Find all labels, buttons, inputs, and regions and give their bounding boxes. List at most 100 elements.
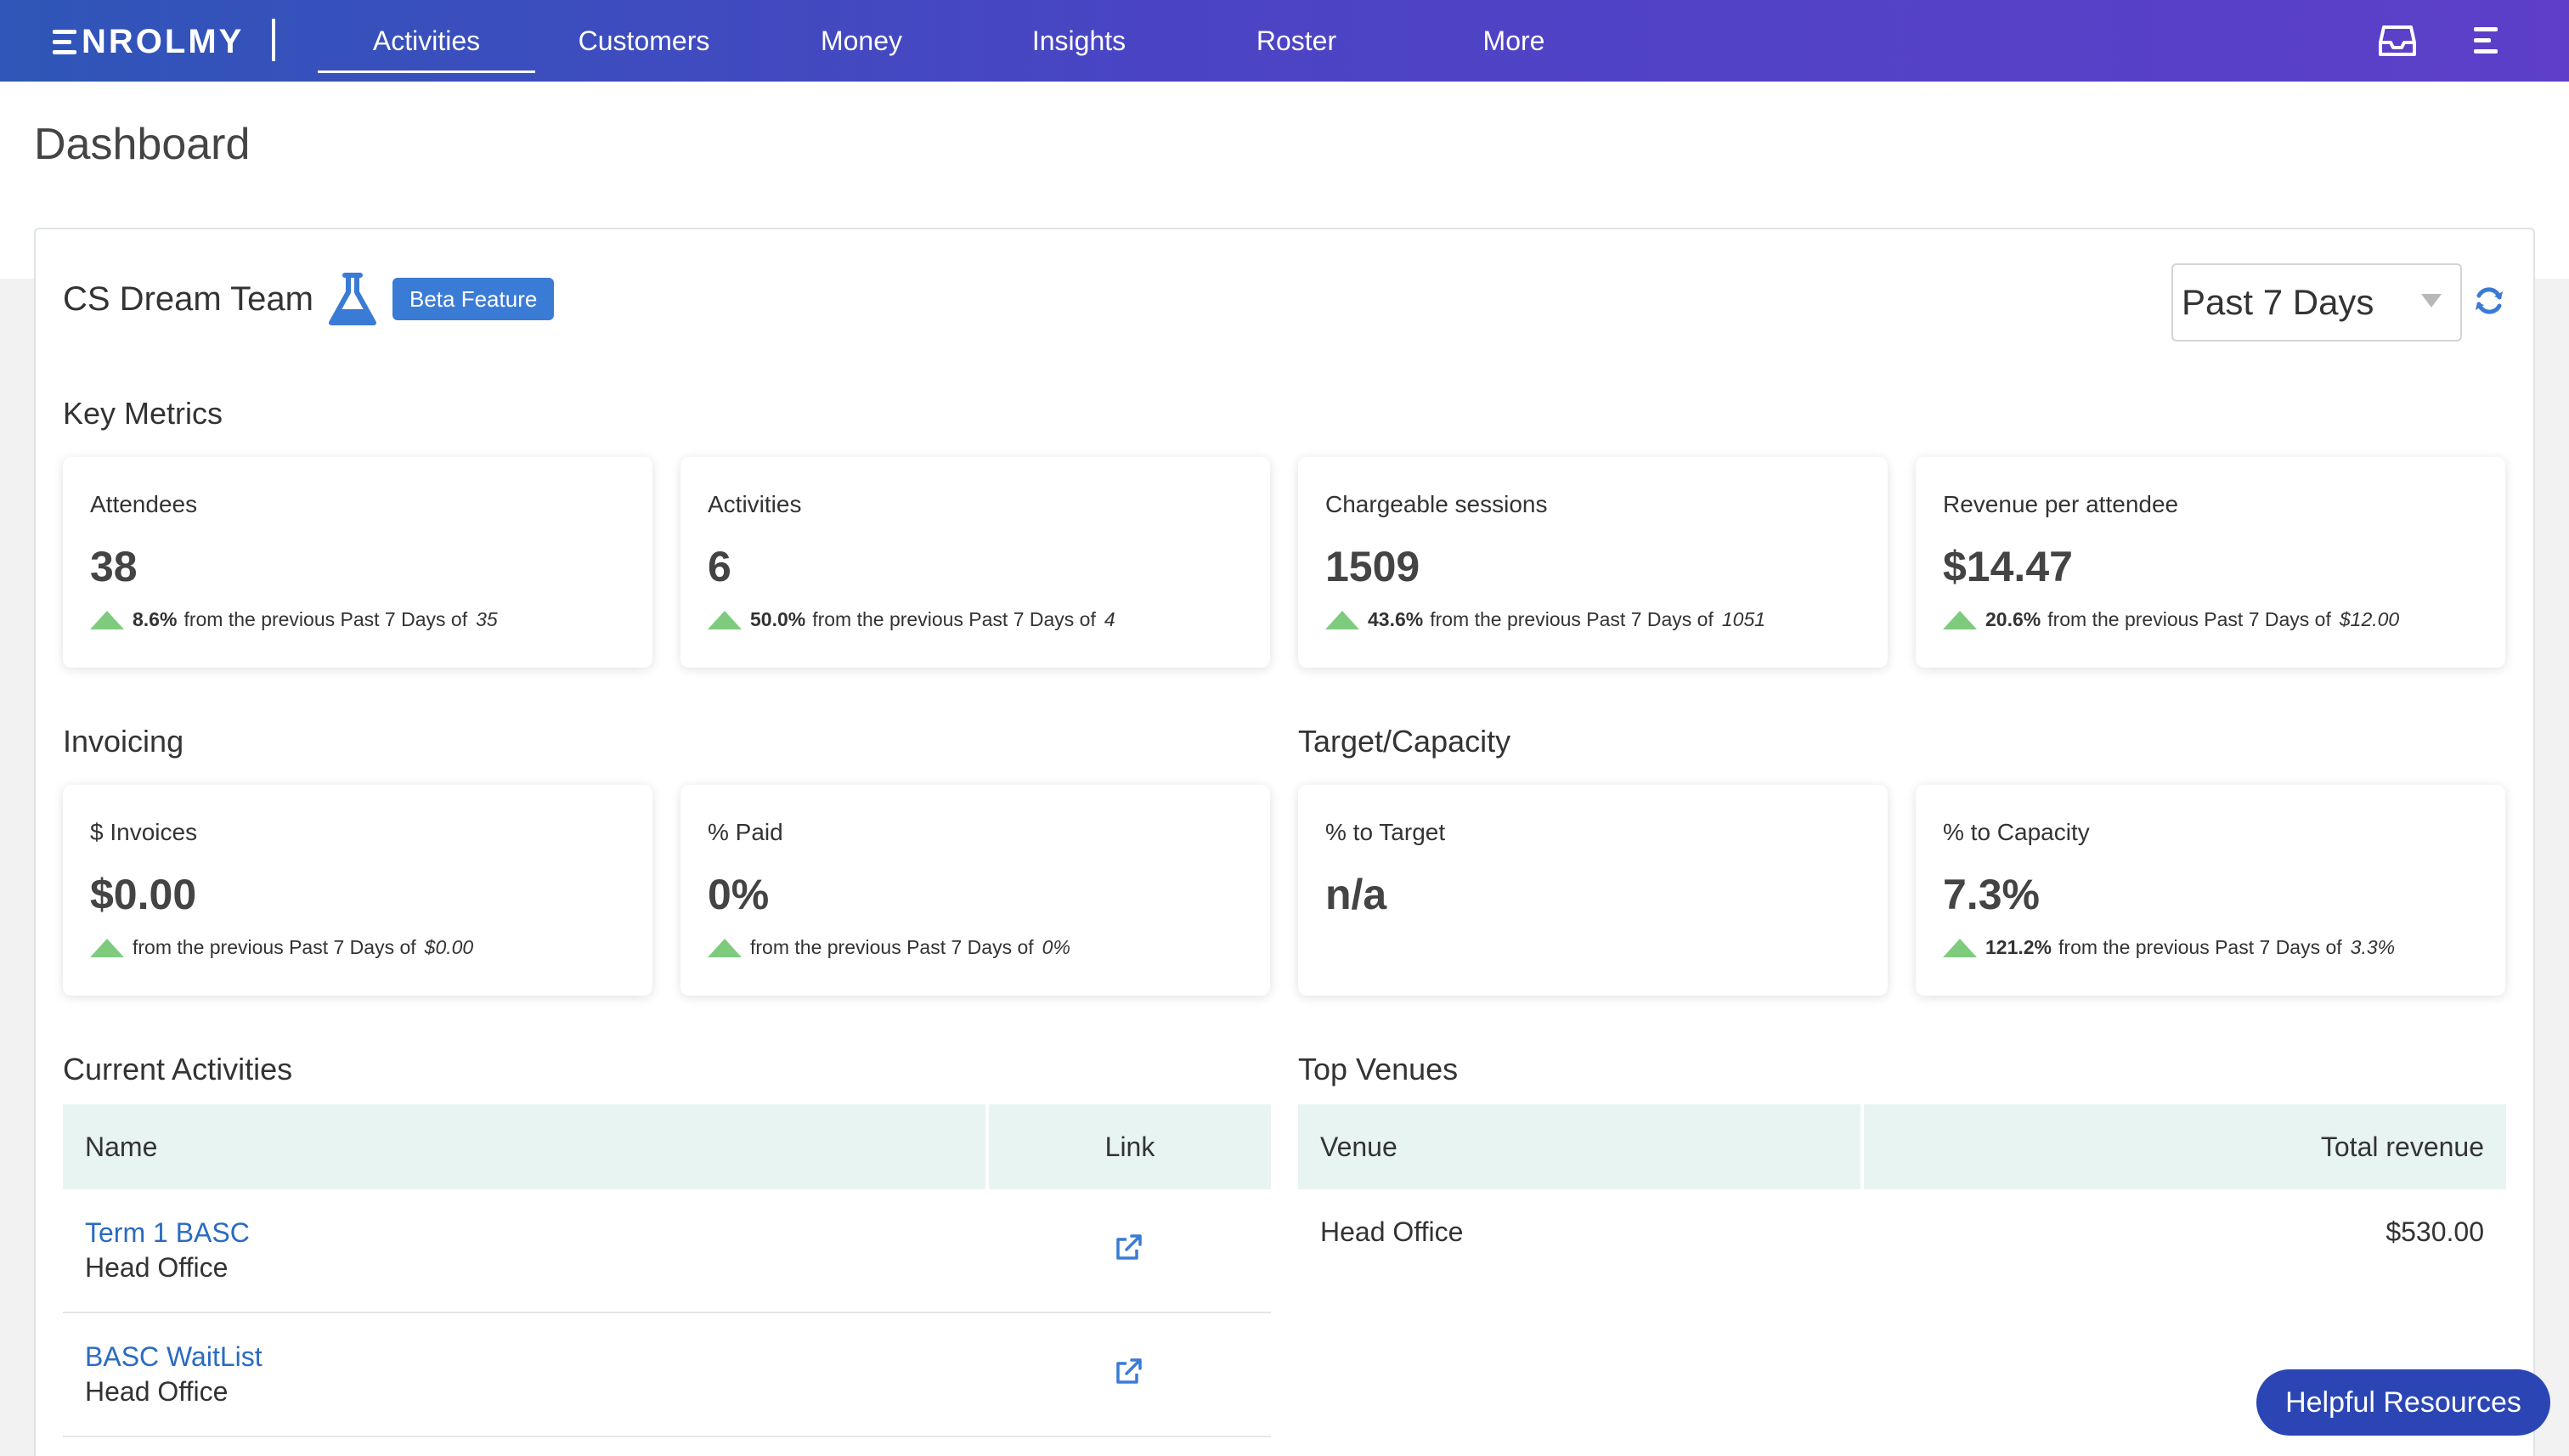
link-cell <box>987 1312 1271 1437</box>
link-cell <box>987 1189 1271 1313</box>
logo-separator <box>272 19 275 61</box>
external-link-icon[interactable] <box>1115 1234 1143 1267</box>
metric-card-to-target: % to Target n/a <box>1298 785 1888 996</box>
activity-venue: Head Office <box>85 1252 229 1283</box>
helpful-resources-button[interactable]: Helpful Resources <box>2256 1369 2550 1436</box>
table-row: BASC WaitList Head Office <box>63 1312 1271 1437</box>
metric-value: 1509 <box>1325 543 1420 590</box>
trend-previous: 1051 <box>1721 608 1766 630</box>
table-row: Term 1 BASC Head Office <box>63 1189 1271 1313</box>
section-title-key-metrics: Key Metrics <box>63 396 223 431</box>
trend-up-icon <box>90 610 124 629</box>
trend-previous: $12.00 <box>2339 608 2400 630</box>
trend-previous: 3.3% <box>2350 936 2396 958</box>
metric-trend: 121.2% from the previous Past 7 Days of … <box>1943 936 2395 959</box>
metric-trend: from the previous Past 7 Days of 0% <box>708 936 1070 959</box>
trend-up-icon <box>1943 610 1977 629</box>
period-select-value: Past 7 Days <box>2182 282 2374 322</box>
trend-previous: 0% <box>1042 936 1070 958</box>
metric-trend: 43.6% from the previous Past 7 Days of 1… <box>1325 608 1765 631</box>
trend-up-icon <box>90 938 124 957</box>
metric-label: % to Target <box>1325 819 1446 845</box>
activity-cell: BASC WaitList Head Office <box>63 1312 987 1437</box>
logo-text: NROLMY <box>82 22 245 60</box>
team-title: CS Dream Team <box>63 280 313 318</box>
table-header-row: Venue Total revenue <box>1298 1104 2506 1189</box>
refresh-icon[interactable] <box>2472 284 2506 322</box>
metric-value: 0% <box>708 871 770 918</box>
column-header-total-revenue: Total revenue <box>1862 1104 2506 1189</box>
trend-change: 50.0% <box>750 608 806 630</box>
revenue-cell: $530.00 <box>2386 1216 2484 1247</box>
metric-card-activities: Activities 6 50.0% from the previous Pas… <box>680 457 1270 668</box>
enrolmy-logo[interactable]: NROLMY <box>53 20 244 63</box>
metric-value: n/a <box>1325 871 1387 918</box>
metric-value: 6 <box>708 543 731 590</box>
trend-text: from the previous Past 7 Days of <box>812 608 1096 630</box>
metric-label: Attendees <box>90 491 198 517</box>
metric-card-paid: % Paid 0% from the previous Past 7 Days … <box>680 785 1270 996</box>
external-link-icon[interactable] <box>1115 1358 1143 1391</box>
metric-value: 7.3% <box>1943 871 2040 918</box>
trend-previous: $0.00 <box>424 936 474 958</box>
trend-text: from the previous Past 7 Days of <box>1430 608 1714 630</box>
table-row: Head Office $530.00 <box>1298 1189 2506 1274</box>
trend-up-icon <box>1943 938 1977 957</box>
trend-text: from the previous Past 7 Days of <box>2058 936 2342 958</box>
section-title-current-activities: Current Activities <box>63 1052 293 1086</box>
menu-icon[interactable] <box>2465 20 2506 61</box>
metric-card-attendees: Attendees 38 8.6% from the previous Past… <box>63 457 652 668</box>
metric-trend: 8.6% from the previous Past 7 Days of 35 <box>90 608 498 631</box>
column-header-venue: Venue <box>1298 1104 1864 1189</box>
activity-name-link[interactable]: Term 1 BASC <box>85 1217 250 1248</box>
metric-value: $14.47 <box>1943 543 2073 590</box>
column-header-link: Link <box>987 1104 1271 1189</box>
section-title-top-venues: Top Venues <box>1298 1052 1459 1086</box>
metric-label: Revenue per attendee <box>1943 491 2179 517</box>
trend-up-icon <box>708 610 742 629</box>
metric-card-invoices: $ Invoices $0.00 from the previous Past … <box>63 785 652 996</box>
activity-venue: Head Office <box>85 1376 229 1407</box>
flask-icon <box>325 270 381 334</box>
trend-change: 8.6% <box>133 608 178 630</box>
beta-feature-badge: Beta Feature <box>392 278 555 320</box>
nav-more[interactable]: More <box>1482 25 1545 56</box>
trend-previous: 35 <box>476 608 498 630</box>
trend-change: 43.6% <box>1368 608 1424 630</box>
trend-previous: 4 <box>1104 608 1115 630</box>
activity-cell: Term 1 BASC Head Office <box>63 1189 987 1313</box>
logo-e-mark <box>53 28 76 55</box>
period-select[interactable]: Past 7 Days <box>2171 263 2462 341</box>
metric-label: Activities <box>708 491 802 517</box>
trend-change: 121.2% <box>1985 936 2052 958</box>
trend-text: from the previous Past 7 Days of <box>133 936 416 958</box>
metric-card-revenue-per-attendee: Revenue per attendee $14.47 20.6% from t… <box>1916 457 2505 668</box>
trend-text: from the previous Past 7 Days of <box>2047 608 2331 630</box>
current-activities-table: Name Link Term 1 BASC Head Office BASC W… <box>63 1104 1271 1437</box>
top-navbar: NROLMY Activities Customers Money Insigh… <box>0 0 2569 82</box>
metric-value: 38 <box>90 543 138 590</box>
nav-activities[interactable]: Activities <box>318 0 535 82</box>
metric-label: Chargeable sessions <box>1325 491 1548 517</box>
metric-value: $0.00 <box>90 871 197 918</box>
metric-label: $ Invoices <box>90 819 198 845</box>
nav-insights[interactable]: Insights <box>1031 25 1126 56</box>
table-header-row: Name Link <box>63 1104 1271 1189</box>
top-venues-table: Venue Total revenue Head Office $530.00 <box>1298 1104 2506 1274</box>
metric-card-chargeable-sessions: Chargeable sessions 1509 43.6% from the … <box>1298 457 1888 668</box>
nav-money[interactable]: Money <box>820 25 903 56</box>
metric-trend: 50.0% from the previous Past 7 Days of 4 <box>708 608 1115 631</box>
metric-trend: from the previous Past 7 Days of $0.00 <box>90 936 473 959</box>
nav-customers[interactable]: Customers <box>578 25 710 56</box>
trend-text: from the previous Past 7 Days of <box>184 608 468 630</box>
column-header-name: Name <box>63 1104 989 1189</box>
chevron-down-icon <box>2421 294 2442 308</box>
metric-card-to-capacity: % to Capacity 7.3% 121.2% from the previ… <box>1916 785 2505 996</box>
metric-label: % to Capacity <box>1943 819 2090 845</box>
activity-name-link[interactable]: BASC WaitList <box>85 1341 263 1372</box>
page-title: Dashboard <box>34 120 251 169</box>
inbox-icon[interactable] <box>2377 20 2418 61</box>
nav-roster[interactable]: Roster <box>1256 25 1337 56</box>
trend-change: 20.6% <box>1985 608 2041 630</box>
trend-up-icon <box>708 938 742 957</box>
